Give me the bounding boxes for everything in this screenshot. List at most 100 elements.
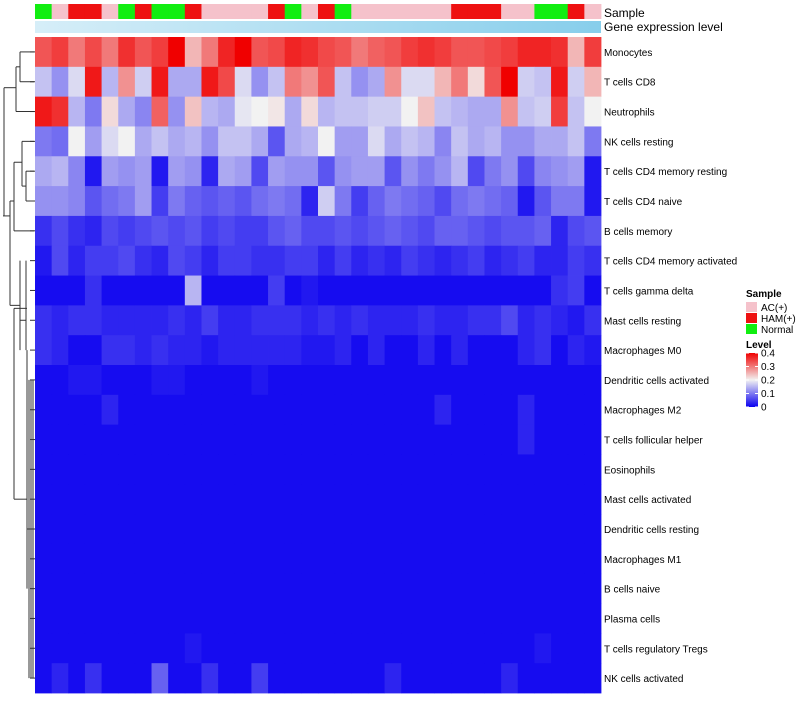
heatmap-cell [201,66,219,98]
heatmap-cell [467,37,485,68]
heatmap-cell [434,394,452,426]
heatmap-cell [551,424,569,455]
heatmap-cell [434,96,452,127]
heatmap-cell [434,663,452,694]
heatmap-cell [417,454,435,485]
heatmap-cell [467,335,485,366]
heatmap-cell [401,394,419,426]
heatmap-cell [168,633,186,664]
heatmap-cell [401,156,419,187]
row-label: NK cells resting [604,137,673,148]
heatmap-cell [35,603,53,634]
heatmap-cell [434,215,452,247]
heatmap-cell [151,633,169,664]
heatmap-cell [567,543,585,575]
heatmap-cell [334,156,352,187]
heatmap-cell [334,394,352,426]
heatmap-cell [318,245,336,276]
heatmap-cell [384,305,402,336]
heatmap-cell [101,186,119,217]
heatmap-cell [334,633,352,664]
heatmap-cell [134,394,152,426]
heatmap-cell [218,394,236,426]
heatmap-cell [434,424,452,455]
heatmap-cell [534,215,552,247]
sample-annotation-cell [401,4,419,19]
row-label: Eosinophils [604,465,655,476]
heatmap-cell [367,305,385,336]
heatmap-cell [168,543,186,575]
heatmap-cell [268,305,286,336]
heatmap-cell [301,305,319,336]
heatmap-cell [434,186,452,217]
heatmap-cell [68,484,86,515]
heatmap-cell [35,454,53,485]
heatmap-cell [134,186,152,217]
heatmap-cell [417,543,435,575]
legend-swatch [746,324,757,334]
heatmap-cell [417,156,435,187]
heatmap-cell [84,484,102,515]
heatmap-cell [451,514,469,545]
heatmap-cell [534,514,552,545]
heatmap-cell [234,484,252,515]
heatmap-cell [451,454,469,485]
heatmap-cell [284,663,302,694]
sample-annotation-cell [434,4,452,19]
heatmap-cell [467,96,485,127]
heatmap-cell [401,633,419,664]
heatmap-cell [201,633,219,664]
heatmap-cell [218,96,236,127]
heatmap-cell [451,394,469,426]
heatmap-cell [234,365,252,396]
heatmap-cell [384,66,402,98]
heatmap-cell [118,245,136,276]
heatmap-cell [318,96,336,127]
heatmap-cell [334,275,352,306]
heatmap-cell [284,305,302,336]
heatmap-cell [567,484,585,515]
heatmap-cell [234,275,252,306]
sample-annotation-cell [134,4,152,19]
heatmap-cell [218,305,236,336]
heatmap-cell [118,156,136,187]
heatmap-cell [201,603,219,634]
heatmap-cell [68,633,86,664]
heatmap-cell [251,454,269,485]
heatmap-cell [584,603,602,634]
heatmap-cell [134,156,152,187]
heatmap-cell [68,514,86,545]
heatmap-cell [484,543,502,575]
heatmap-cell [234,245,252,276]
heatmap-cell [434,633,452,664]
heatmap-cell [318,186,336,217]
heatmap-cell [417,424,435,455]
heatmap-cell [84,394,102,426]
heatmap-cell [301,543,319,575]
heatmap-cell [251,275,269,306]
heatmap-cell [101,573,119,604]
heatmap-cell [451,365,469,396]
heatmap-cell [367,275,385,306]
heatmap-cell [384,275,402,306]
heatmap-cell [551,126,569,157]
heatmap-cell [101,156,119,187]
heatmap-cell [268,66,286,98]
heatmap-cell [101,543,119,575]
heatmap-cell [517,275,535,306]
heatmap-cell [84,66,102,98]
heatmap-cell [218,573,236,604]
heatmap-cell [501,186,519,217]
heatmap-cell [401,96,419,127]
sample-annotation-title: Sample [604,6,645,20]
heatmap-cell [251,335,269,366]
heatmap-cell [434,275,452,306]
sample-annotation-cell [517,4,535,19]
heatmap-cell [51,603,69,634]
expression-annotation-title: Gene expression level [604,20,723,34]
heatmap-cell [584,454,602,485]
heatmap-cell [84,454,102,485]
legend-swatch [746,302,757,312]
heatmap-cell [417,335,435,366]
